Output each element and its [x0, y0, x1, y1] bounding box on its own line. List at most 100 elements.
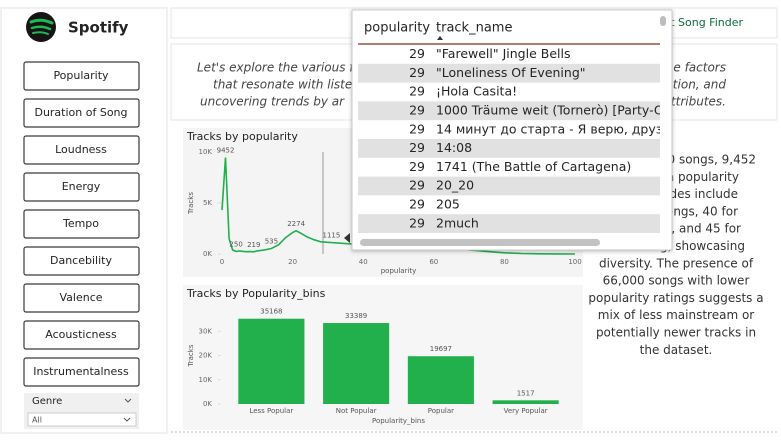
x-tick-label: 40 — [359, 258, 368, 266]
x-tick-label: 100 — [568, 258, 581, 266]
data-label: 35168 — [260, 308, 282, 316]
summary-text: , and 45 for — [671, 222, 741, 236]
x-axis-label: popularity — [381, 267, 417, 275]
spotify-logo — [26, 12, 56, 42]
y-tick-label: 5K — [203, 199, 212, 207]
nav-button[interactable]: Instrumentalness — [23, 357, 140, 387]
table-cell: 14 минут до старта - Я верю, друзья — [436, 121, 677, 136]
x-tick-label: Popular — [428, 407, 454, 415]
button-frame[interactable] — [23, 209, 140, 239]
nav-button[interactable]: Acousticness — [23, 320, 140, 350]
brand: Spotify — [68, 19, 129, 37]
data-label: 250 — [229, 240, 242, 248]
button-frame[interactable] — [23, 61, 140, 91]
table-cell: 29 — [409, 84, 425, 99]
x-tick-label: Not Popular — [336, 407, 377, 415]
table-cell: 2much — [436, 215, 479, 230]
data-label: 535 — [265, 238, 278, 246]
sort-indicator — [437, 36, 443, 40]
table-cell: 29 — [409, 178, 425, 193]
button-label: Dancebility — [50, 254, 112, 267]
column-header[interactable]: popularity — [364, 21, 430, 36]
y-axis-label: Tracks — [187, 344, 195, 367]
row-band — [358, 139, 660, 158]
data-label: 33389 — [345, 312, 367, 320]
chart: Tracks by Popularity_bins 0K 10K 20K 30K Trac… — [183, 285, 583, 430]
y-tick-label: 10K — [199, 148, 213, 156]
chevron — [124, 398, 132, 403]
genre-filter[interactable]: Genre All — [24, 393, 139, 429]
table-cell: 205 — [436, 197, 460, 212]
content: Let's explore the various fa g the factor… — [183, 61, 764, 430]
data-label: 219 — [247, 241, 260, 249]
button-label: Instrumentalness — [33, 365, 129, 378]
button-label: Acousticness — [45, 328, 117, 341]
intro-text: that resonate with lister — [213, 78, 358, 92]
column-header[interactable]: track_name — [436, 21, 512, 36]
data-label: 2274 — [287, 220, 305, 228]
x-tick-label: Less Popular — [249, 407, 293, 415]
y-tick-label: 20K — [199, 352, 213, 360]
h-scrollbar[interactable] — [360, 239, 600, 246]
chart-title: Tracks by Popularity_bins — [186, 287, 326, 300]
table-cell: 29 — [409, 197, 425, 212]
summary-text: Modes include — [652, 187, 738, 201]
chevron — [123, 417, 131, 422]
button-frame[interactable] — [23, 246, 140, 276]
tooltip-pointer — [344, 233, 350, 243]
nav-button[interactable]: Loudness — [23, 135, 140, 165]
filter-select[interactable] — [27, 412, 137, 427]
intro-text: ation, and — [665, 78, 726, 92]
summary-text: diversity. The presence of — [599, 256, 754, 270]
nav-button[interactable]: Popularity — [23, 61, 140, 91]
y-tick-label: 0K — [203, 250, 212, 258]
table-cell: 1000 Träume weit (Tornerò) [Party-Oc — [436, 103, 671, 118]
y-tick-label: 30K — [199, 327, 213, 335]
button-label: Energy — [62, 180, 101, 193]
nav-button[interactable]: Dancebility — [23, 246, 140, 276]
button-frame[interactable] — [23, 320, 140, 350]
data-label: 19697 — [430, 345, 452, 353]
button-frame[interactable] — [23, 357, 140, 387]
nav-button[interactable]: Duration of Song — [23, 98, 140, 128]
v-scrollbar[interactable] — [660, 16, 666, 26]
bar — [407, 356, 474, 404]
intro-text: uncovering trends by ar — [200, 95, 345, 109]
table-cell: 20_20 — [436, 178, 474, 193]
table-visual: popularity track_name 29 "Farewell" Jingle … — [351, 9, 677, 251]
nav-button[interactable]: Energy — [23, 172, 140, 202]
nav-button[interactable]: Tempo — [23, 209, 140, 239]
button-label: Duration of Song — [34, 106, 127, 119]
x-tick-label: 20 — [288, 258, 297, 266]
table-cell: 1741 (The Battle of Cartagena) — [436, 159, 631, 174]
summary-text: popularity ratings suggests a — [588, 291, 763, 305]
table-cell: 29 — [409, 65, 425, 80]
button-frame[interactable] — [23, 98, 140, 128]
summary-text: the dataset. — [640, 343, 713, 357]
button-label: Loudness — [55, 143, 107, 156]
nav-button[interactable]: Valence — [23, 283, 140, 313]
bar — [492, 400, 559, 404]
table-body: popularity track_name 29 "Farewell" Jingle … — [358, 21, 677, 233]
button-frame[interactable] — [23, 135, 140, 165]
data-label: 9452 — [217, 147, 235, 155]
summary-text: potentially newer tracks in — [596, 326, 756, 340]
y-axis-label: Tracks — [187, 192, 195, 215]
button-frame[interactable] — [23, 172, 140, 202]
x-tick-label: 0 — [220, 258, 224, 266]
summary-text: 0 songs, 9,452 — [668, 153, 757, 167]
row-band — [358, 214, 660, 233]
y-tick-label: 0K — [203, 400, 212, 408]
header-title: st Song Finder — [664, 16, 743, 29]
y-tick-label: 10K — [199, 376, 213, 384]
summary-text: songs, 40 for — [660, 204, 738, 218]
table-cell: 29 — [409, 46, 425, 61]
table-cell: "Farewell" Jingle Bells — [436, 46, 570, 61]
row-band — [358, 63, 660, 83]
table-cell: 14:08 — [436, 140, 472, 155]
button-frame[interactable] — [23, 283, 140, 313]
table-cell: 29 — [409, 121, 425, 136]
filter-label: Genre — [32, 396, 62, 407]
